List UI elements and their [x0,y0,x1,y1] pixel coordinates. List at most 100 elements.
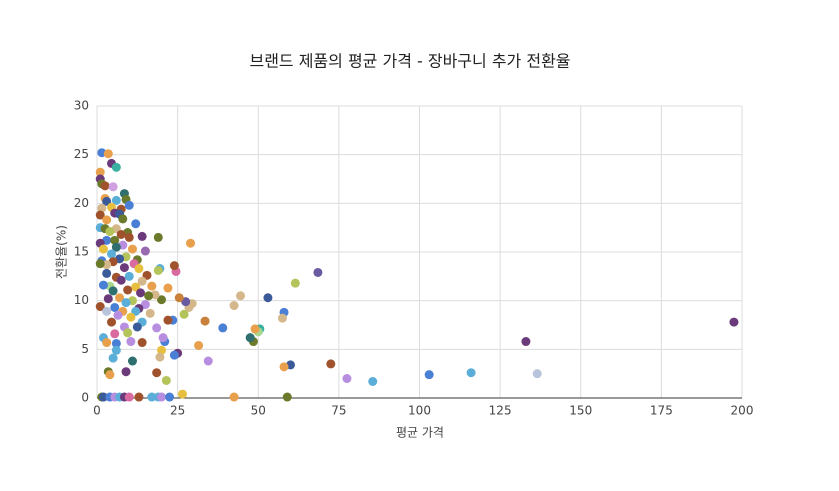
point [157,295,166,305]
point [132,322,142,332]
point [203,356,213,366]
point [137,231,147,241]
point [118,214,128,224]
point [111,338,121,348]
point [229,301,239,311]
point [245,333,255,343]
point [174,293,184,303]
point [98,392,108,402]
point [134,392,144,402]
point [194,340,204,350]
point [113,310,123,320]
point [105,227,115,237]
point [103,149,113,159]
point [466,368,476,378]
point [177,389,187,399]
point [102,268,112,278]
x-tick-label: 0 [93,404,101,418]
y-axis-label: 전환율(%) [55,225,69,279]
point [102,338,112,348]
x-tick-label: 125 [489,404,512,418]
y-tick-label: 30 [74,99,89,113]
point [110,302,120,312]
point [236,291,246,301]
x-tick-label: 25 [170,404,185,418]
y-tick-label: 0 [81,391,89,405]
point [95,302,105,312]
y-tick-label: 5 [81,342,89,356]
point [95,210,105,220]
x-tick-label: 100 [408,404,431,418]
point [368,376,378,386]
point [110,235,120,245]
point [119,263,129,273]
point [123,328,133,338]
point [218,323,228,333]
point [108,182,118,192]
point [111,162,121,172]
point [263,293,273,303]
point [111,345,121,355]
point [250,324,260,334]
point [521,337,531,347]
point [127,356,137,366]
y-tick-label: 10 [74,293,89,307]
point [121,367,131,377]
point [108,353,118,363]
point [153,265,163,275]
point [532,369,542,379]
point [137,276,147,286]
point [169,261,179,271]
point [105,370,115,380]
x-tick-label: 50 [251,404,266,418]
point [342,374,352,384]
point [282,392,292,402]
point [98,244,108,254]
x-tick-label: 75 [331,404,346,418]
x-axis-label: 평균 가격 [396,426,444,440]
point [110,329,120,339]
x-tick-label: 150 [569,404,592,418]
point [100,181,110,191]
point [145,308,155,318]
point [107,317,117,327]
point [157,345,166,355]
point [163,283,173,293]
point [131,219,141,229]
point [186,238,196,248]
point [313,267,323,277]
point [123,285,133,295]
point [124,232,134,242]
point [290,278,300,288]
y-tick-label: 25 [74,147,89,161]
point [116,275,126,285]
point [152,368,162,378]
point [147,392,157,402]
point [115,293,125,303]
x-tick-label: 200 [731,404,754,418]
point [102,306,112,316]
point [277,313,287,323]
point [729,317,739,327]
point [200,316,210,326]
point [181,297,191,307]
point [326,359,336,369]
y-tick-label: 20 [74,196,89,210]
point [126,312,136,322]
point [155,352,165,362]
point [95,167,105,177]
point [97,203,107,213]
point [108,286,118,296]
point [137,338,147,348]
point [169,350,179,360]
point [152,323,162,333]
x-tick-label: 175 [650,404,673,418]
point [136,288,146,298]
point [163,315,173,325]
point [179,309,189,319]
point [124,200,134,210]
point [144,291,154,301]
point [107,249,117,259]
